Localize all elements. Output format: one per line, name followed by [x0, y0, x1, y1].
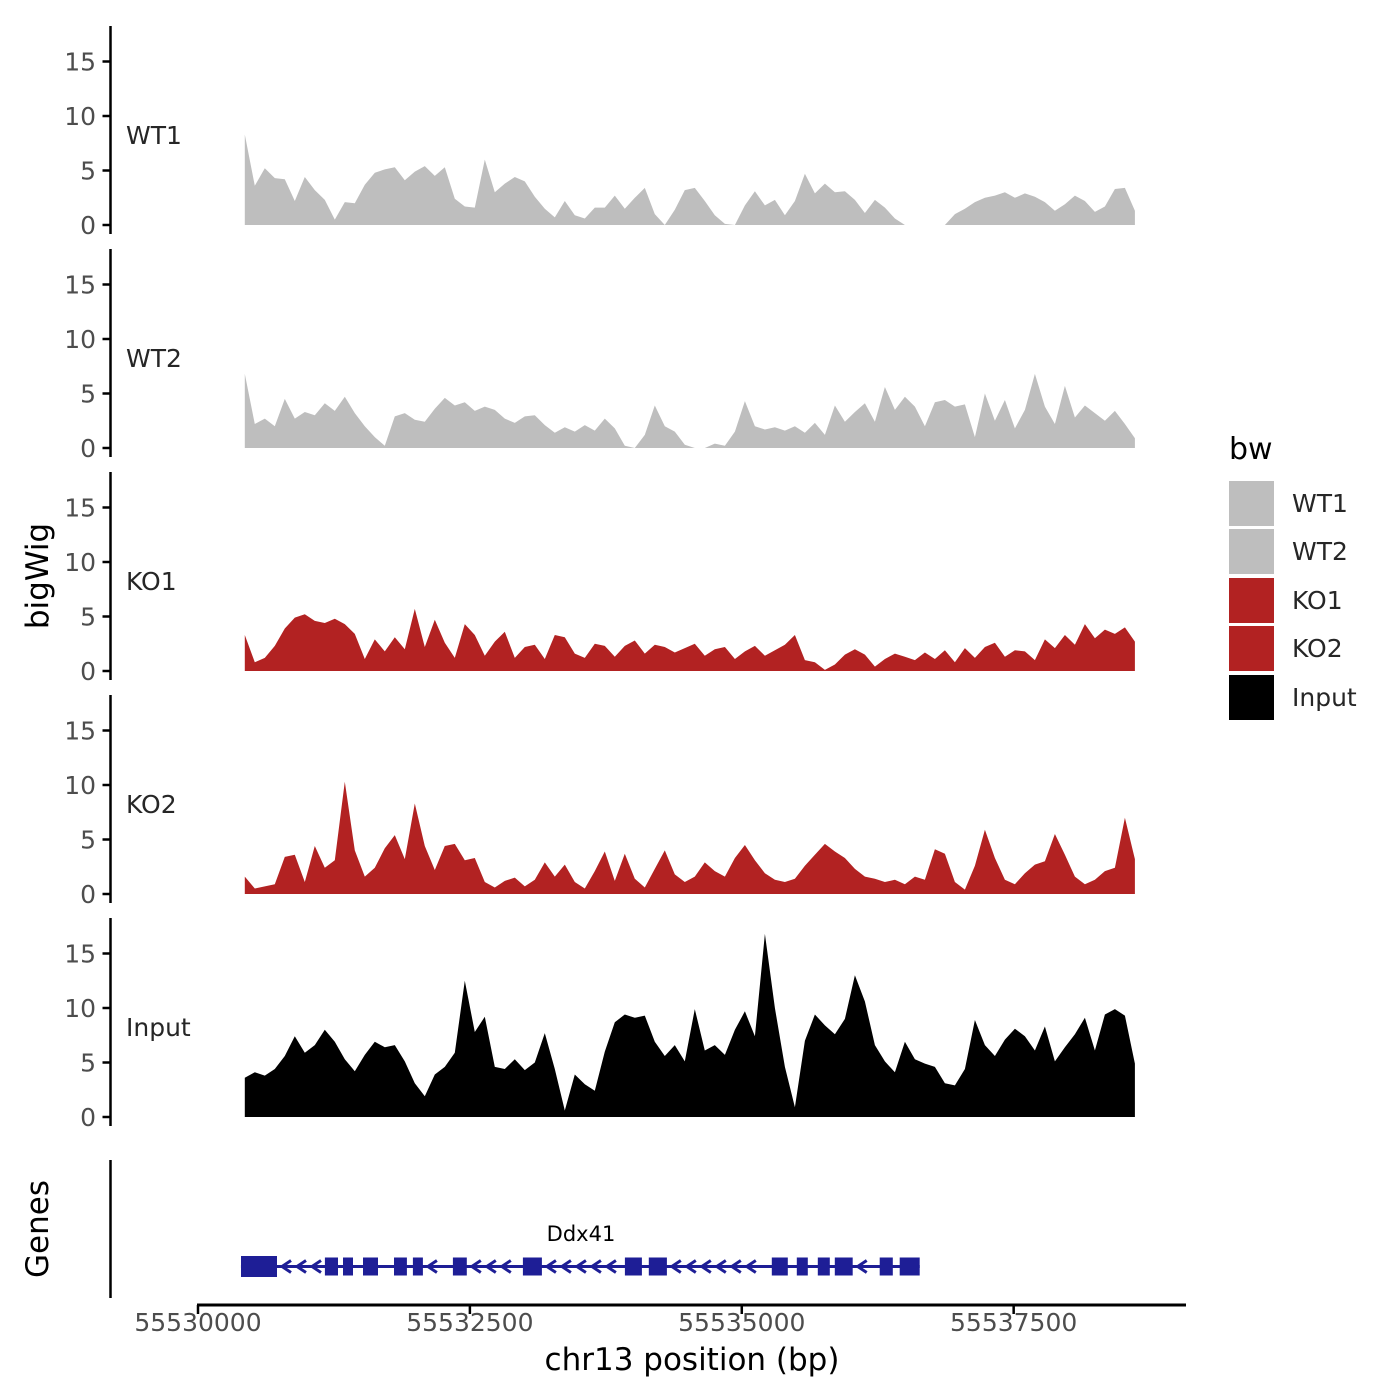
legend-entry-wt1: WT1 [1229, 481, 1357, 526]
gene-exon [899, 1257, 920, 1276]
genes-axis-title: Genes [20, 1180, 56, 1278]
track-label: WT1 [126, 121, 182, 150]
gene-exon [879, 1257, 893, 1276]
gene-exon [324, 1257, 338, 1276]
x-tick-label: 55530000 [134, 1308, 261, 1337]
y-tick-label: 0 [80, 211, 96, 240]
y-tick-label: 15 [64, 47, 96, 76]
y-tick-label: 5 [80, 602, 96, 631]
y-tick-label: 5 [80, 156, 96, 185]
strand-arrow-icon [469, 1259, 482, 1274]
legend-swatch [1229, 626, 1274, 672]
strand-arrow-icon [294, 1259, 307, 1274]
gene-exon [363, 1257, 378, 1276]
strand-arrow-icon [669, 1259, 682, 1274]
coverage-area-ko2 [244, 781, 1135, 894]
gene-exon [452, 1257, 467, 1276]
strand-arrow-icon [854, 1259, 868, 1274]
track-label: KO1 [126, 567, 177, 596]
coverage-area-wt1 [244, 134, 1135, 225]
legend-title: bw [1229, 432, 1273, 467]
y-tick-label: 0 [80, 880, 96, 909]
y-tick-label: 0 [80, 434, 96, 463]
gene-exon [796, 1257, 808, 1276]
legend-entry-input: Input [1229, 674, 1357, 720]
strand-arrow-icon [574, 1259, 587, 1274]
y-tick-label: 10 [64, 994, 96, 1023]
y-tick-label: 10 [64, 548, 96, 577]
legend-swatch [1229, 481, 1274, 526]
y-tick-label: 5 [80, 825, 96, 854]
strand-arrow-icon [714, 1259, 727, 1274]
y-tick-label: 0 [80, 1103, 96, 1132]
strand-arrow-icon [499, 1259, 512, 1274]
x-tick-label: 55532500 [406, 1308, 533, 1337]
gene-name-label: Ddx41 [546, 1222, 616, 1246]
gene-exon [343, 1257, 353, 1276]
gene-exon [817, 1257, 830, 1276]
x-tick-label: 55535000 [678, 1308, 805, 1337]
strand-arrow-icon [425, 1259, 438, 1274]
strand-arrow-icon [279, 1259, 292, 1274]
y-tick-label: 10 [64, 102, 96, 131]
legend-entry-ko1: KO1 [1229, 577, 1357, 623]
x-axis-title: chr13 position (bp) [544, 1342, 840, 1378]
coverage-area-wt2 [244, 373, 1135, 448]
legend-label: KO1 [1292, 585, 1343, 615]
legend-rows: WT1 WT2 KO1 KO2 Input [1229, 481, 1357, 720]
gene-exon [241, 1256, 277, 1277]
legend: bw WT1 WT2 KO1 KO2 Input [1229, 432, 1357, 723]
gene-exon [394, 1257, 407, 1276]
gene-exon [522, 1257, 542, 1276]
gene-exon [412, 1257, 423, 1276]
legend-label: Input [1292, 682, 1357, 712]
x-tick-label: 55537500 [950, 1308, 1077, 1337]
y-tick-label: 15 [64, 493, 96, 522]
y-tick-label: 5 [80, 379, 96, 408]
track-label: Input [126, 1013, 191, 1042]
y-tick-label: 15 [64, 939, 96, 968]
coverage-area-input [244, 933, 1135, 1117]
strand-arrow-icon [604, 1259, 617, 1274]
strand-arrow-icon [744, 1259, 757, 1274]
legend-swatch [1229, 529, 1274, 575]
strand-arrow-icon [729, 1259, 742, 1274]
strand-arrow-icon [684, 1259, 697, 1274]
legend-entry-wt2: WT2 [1229, 529, 1357, 575]
gene-exon [624, 1257, 642, 1276]
strand-arrow-icon [484, 1259, 497, 1274]
gene-exon [771, 1257, 788, 1276]
strand-arrow-icon [309, 1259, 322, 1274]
coverage-area-ko1 [244, 608, 1135, 671]
y-tick-label: 10 [64, 325, 96, 354]
y-tick-label: 15 [64, 270, 96, 299]
strand-arrow-icon [589, 1259, 602, 1274]
legend-label: KO2 [1292, 634, 1343, 664]
legend-label: WT2 [1292, 537, 1348, 567]
legend-swatch [1229, 577, 1274, 623]
legend-swatch [1229, 674, 1274, 720]
legend-entry-ko2: KO2 [1229, 626, 1357, 672]
track-label: KO2 [126, 790, 177, 819]
strand-arrow-icon [544, 1259, 557, 1274]
strand-arrow-icon [559, 1259, 572, 1274]
y-axis-title: bigWig [20, 522, 56, 630]
gene-exon [834, 1257, 853, 1276]
y-tick-label: 0 [80, 657, 96, 686]
gene-exon [648, 1257, 667, 1276]
y-tick-label: 5 [80, 1048, 96, 1077]
y-tick-label: 10 [64, 771, 96, 800]
y-tick-label: 15 [64, 716, 96, 745]
legend-label: WT1 [1292, 489, 1348, 518]
strand-arrow-icon [699, 1259, 712, 1274]
track-label: WT2 [126, 344, 182, 373]
